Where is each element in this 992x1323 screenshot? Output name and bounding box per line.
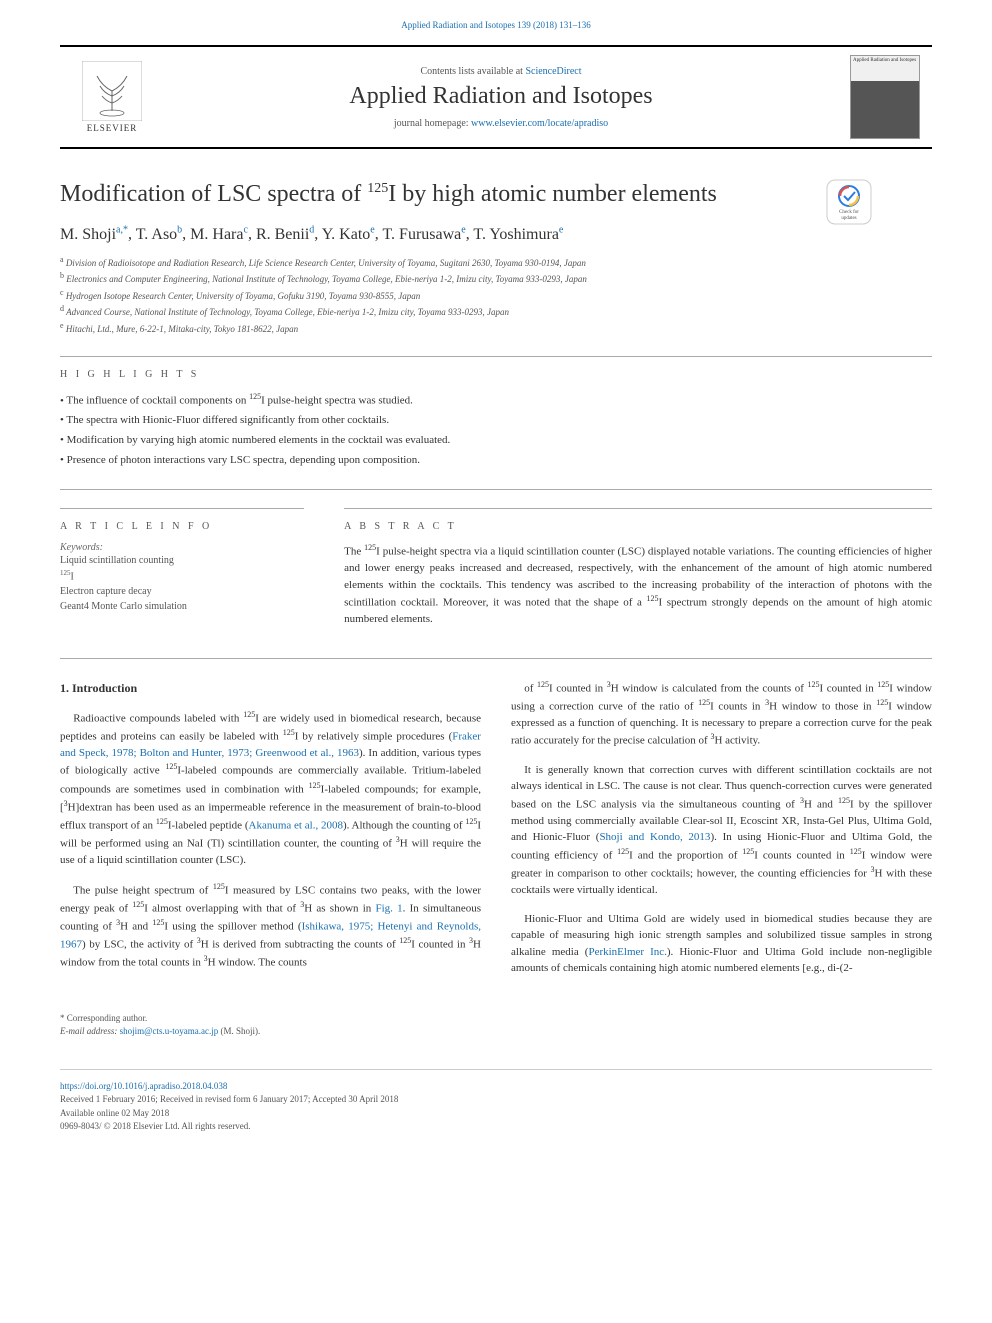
paragraph: The pulse height spectrum of 125I measur… (60, 881, 481, 972)
header-center: Contents lists available at ScienceDirec… (152, 66, 850, 129)
author-aff-link[interactable]: a,* (116, 224, 128, 235)
contents-prefix: Contents lists available at (420, 66, 525, 77)
highlights-section: H I G H L I G H T S The influence of coc… (60, 356, 932, 471)
keyword: Electron capture decay (60, 584, 304, 599)
author-aff-link[interactable]: e (559, 224, 563, 235)
elsevier-tree-icon (82, 61, 142, 121)
authors-list: M. Shojia,*, T. Asob, M. Harac, R. Benii… (60, 224, 932, 243)
title-row: Modification of LSC spectra of 125I by h… (60, 179, 932, 210)
title-isotope-sup: 125 (367, 181, 388, 196)
author-aff-link[interactable]: c (243, 224, 247, 235)
svg-text:updates: updates (841, 216, 856, 221)
keyword: Liquid scintillation counting (60, 553, 304, 568)
col1-content: Radioactive compounds labeled with 125I … (60, 709, 481, 972)
keywords-list: Liquid scintillation counting125IElectro… (60, 553, 304, 614)
highlight-item: Presence of photon interactions vary LSC… (60, 451, 932, 471)
publisher-name: ELSEVIER (87, 123, 138, 133)
cover-image-placeholder (851, 81, 919, 138)
corr-marker: * Corresponding author. (60, 1012, 481, 1026)
highlight-item: The spectra with Hionic-Fluor differed s… (60, 411, 932, 431)
cover-label: Applied Radiation and Isotopes (851, 56, 919, 81)
abstract-text: The 125I pulse-height spectra via a liqu… (344, 542, 932, 628)
footer: https://doi.org/10.1016/j.apradiso.2018.… (60, 1069, 932, 1134)
affiliation: b Electronics and Computer Engineering, … (60, 270, 932, 287)
paragraph: of 125I counted in 3H window is calculat… (511, 679, 932, 750)
highlight-item: The influence of cocktail components on … (60, 390, 932, 411)
doi-link[interactable]: https://doi.org/10.1016/j.apradiso.2018.… (60, 1081, 227, 1091)
journal-home: journal homepage: www.elsevier.com/locat… (152, 118, 850, 129)
corr-email-line: E-mail address: shojim@cts.u-toyama.ac.j… (60, 1025, 481, 1039)
contents-line: Contents lists available at ScienceDirec… (152, 66, 850, 77)
citation-link[interactable]: Ishikawa, 1975; Hetenyi and Reynolds, 19… (60, 921, 481, 951)
author: T. Yoshimurae (473, 226, 563, 243)
top-citation-link[interactable]: Applied Radiation and Isotopes 139 (2018… (401, 20, 590, 30)
citation-link[interactable]: Fig. 1 (375, 903, 402, 915)
author: M. Harac (190, 226, 248, 243)
author: T. Furusawae (382, 226, 465, 243)
body-columns: 1. Introduction Radioactive compounds la… (60, 658, 932, 1039)
svg-text:Check for: Check for (839, 210, 859, 215)
article-title: Modification of LSC spectra of 125I by h… (60, 179, 932, 210)
article-info-label: A R T I C L E I N F O (60, 508, 304, 532)
highlights-label: H I G H L I G H T S (60, 356, 932, 380)
article-info: A R T I C L E I N F O Keywords: Liquid s… (60, 508, 304, 628)
affiliation: a Division of Radioisotope and Radiation… (60, 254, 932, 271)
keyword: Geant4 Monte Carlo simulation (60, 599, 304, 614)
home-prefix: journal homepage: (394, 118, 471, 129)
paragraph: It is generally known that correction cu… (511, 762, 932, 899)
corr-email-suffix: (M. Shoji). (218, 1026, 260, 1036)
citation-link[interactable]: Akanuma et al., 2008 (249, 820, 343, 832)
intro-heading: 1. Introduction (60, 679, 481, 697)
top-citation: Applied Radiation and Isotopes 139 (2018… (60, 20, 932, 30)
journal-header: ELSEVIER Contents lists available at Sci… (60, 45, 932, 149)
citation-link[interactable]: Fraker and Speck, 1978; Bolton and Hunte… (60, 730, 481, 759)
paragraph: Radioactive compounds labeled with 125I … (60, 709, 481, 869)
corresponding-author: * Corresponding author. E-mail address: … (60, 1012, 481, 1039)
footer-dates: Received 1 February 2016; Received in re… (60, 1093, 932, 1107)
check-for-updates-badge[interactable]: Check for updates (826, 179, 872, 225)
citation-link[interactable]: PerkinElmer Inc. (588, 946, 666, 958)
keywords-label: Keywords: (60, 542, 304, 553)
journal-title: Applied Radiation and Isotopes (152, 83, 850, 110)
journal-cover-thumbnail: Applied Radiation and Isotopes (850, 55, 920, 139)
author-aff-link[interactable]: b (177, 224, 182, 235)
author: M. Shojia,* (60, 226, 128, 243)
sciencedirect-link[interactable]: ScienceDirect (525, 66, 581, 77)
paragraph: Hionic-Fluor and Ultima Gold are widely … (511, 911, 932, 977)
publisher-logo: ELSEVIER (72, 61, 152, 133)
affiliations-list: a Division of Radioisotope and Radiation… (60, 254, 932, 337)
divider (60, 489, 932, 490)
col2-content: of 125I counted in 3H window is calculat… (511, 679, 932, 977)
info-abstract-row: A R T I C L E I N F O Keywords: Liquid s… (60, 508, 932, 628)
citation-link[interactable]: Shoji and Kondo, 2013 (599, 831, 710, 843)
corr-email-link[interactable]: shojim@cts.u-toyama.ac.jp (120, 1026, 219, 1036)
author: R. Beniid (256, 226, 314, 243)
abstract: A B S T R A C T The 125I pulse-height sp… (344, 508, 932, 628)
author-aff-link[interactable]: d (309, 224, 314, 235)
abstract-label: A B S T R A C T (344, 508, 932, 532)
column-right: of 125I counted in 3H window is calculat… (511, 679, 932, 1039)
corr-email-label: E-mail address: (60, 1026, 120, 1036)
keyword: 125I (60, 568, 304, 584)
author: Y. Katoe (322, 226, 375, 243)
affiliation: c Hydrogen Isotope Research Center, Univ… (60, 287, 932, 304)
title-post: by high atomic number elements (396, 181, 717, 207)
affiliation: e Hitachi, Ltd., Mure, 6-22-1, Mitaka-ci… (60, 320, 932, 337)
title-pre: Modification of LSC spectra of (60, 181, 367, 207)
footer-online: Available online 02 May 2018 (60, 1107, 932, 1121)
affiliation: d Advanced Course, National Institute of… (60, 303, 932, 320)
journal-home-link[interactable]: www.elsevier.com/locate/apradiso (471, 118, 608, 129)
author-aff-link[interactable]: e (370, 224, 374, 235)
column-left: 1. Introduction Radioactive compounds la… (60, 679, 481, 1039)
author: T. Asob (136, 226, 182, 243)
author-aff-link[interactable]: e (461, 224, 465, 235)
footer-copyright: 0969-8043/ © 2018 Elsevier Ltd. All righ… (60, 1120, 932, 1134)
highlights-items: The influence of cocktail components on … (60, 390, 932, 471)
highlight-item: Modification by varying high atomic numb… (60, 431, 932, 451)
